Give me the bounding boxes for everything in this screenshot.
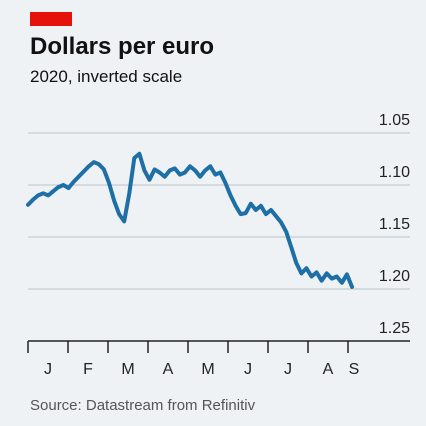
x-tick-label: F bbox=[83, 361, 93, 378]
x-tick-label: J bbox=[284, 361, 292, 378]
line-series bbox=[26, 151, 354, 289]
x-tick-label: S bbox=[349, 361, 360, 378]
y-tick-label: 1.20 bbox=[379, 268, 410, 285]
y-tick-label: 1.05 bbox=[379, 112, 410, 129]
x-tick-label: M bbox=[121, 361, 134, 378]
y-tick-label: 1.15 bbox=[379, 216, 410, 233]
source: Source: Datastream from Refinitiv bbox=[30, 397, 256, 414]
x-tick-label: A bbox=[163, 361, 174, 378]
y-tick-label: 1.25 bbox=[379, 320, 410, 337]
x-tick-label: J bbox=[244, 361, 252, 378]
chart-subtitle: 2020, inverted scale bbox=[30, 67, 182, 86]
y-tick-label: 1.10 bbox=[379, 164, 410, 181]
chart-title: Dollars per euro bbox=[30, 33, 214, 60]
x-tick-label: A bbox=[323, 361, 334, 378]
red-tag bbox=[30, 12, 72, 26]
x-tick-label: M bbox=[201, 361, 214, 378]
x-tick-label: J bbox=[44, 361, 52, 378]
